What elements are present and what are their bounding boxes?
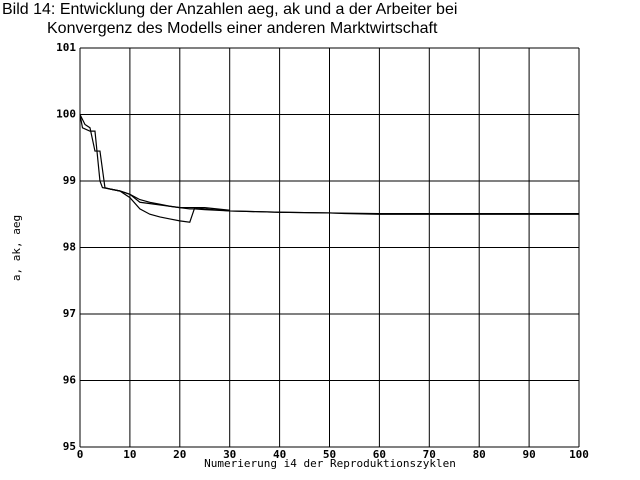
y-tick-label: 96 bbox=[63, 374, 77, 387]
x-tick-label: 70 bbox=[423, 448, 436, 461]
x-tick-label: 10 bbox=[123, 448, 136, 461]
y-tick-label: 101 bbox=[56, 41, 76, 54]
x-tick-label: 60 bbox=[373, 448, 386, 461]
y-tick-label: 100 bbox=[56, 108, 76, 121]
chart-title: Konvergenz des Modells einer anderen Mar… bbox=[47, 20, 438, 37]
y-tick-label: 99 bbox=[63, 174, 76, 187]
y-axis-label: a, ak, aeg bbox=[10, 215, 23, 281]
x-tick-label: 90 bbox=[522, 448, 535, 461]
y-tick-label: 95 bbox=[63, 440, 76, 453]
data-line bbox=[79, 114, 579, 215]
x-axis-label: Numerierung i4 der Reproduktionszyklen bbox=[204, 457, 456, 470]
y-tick-label: 97 bbox=[63, 307, 76, 320]
x-tick-label: 100 bbox=[569, 448, 589, 461]
x-tick-label: 20 bbox=[173, 448, 186, 461]
x-tick-label: 80 bbox=[473, 448, 486, 461]
chart-title: Bild 14: Entwicklung der Anzahlen aeg, a… bbox=[2, 1, 457, 18]
x-tick-label: 30 bbox=[223, 448, 236, 461]
x-tick-label: 0 bbox=[77, 448, 84, 461]
y-tick-label: 98 bbox=[63, 241, 76, 254]
x-tick-label: 40 bbox=[273, 448, 286, 461]
data-line bbox=[109, 188, 230, 223]
x-tick-label: 50 bbox=[323, 448, 336, 461]
